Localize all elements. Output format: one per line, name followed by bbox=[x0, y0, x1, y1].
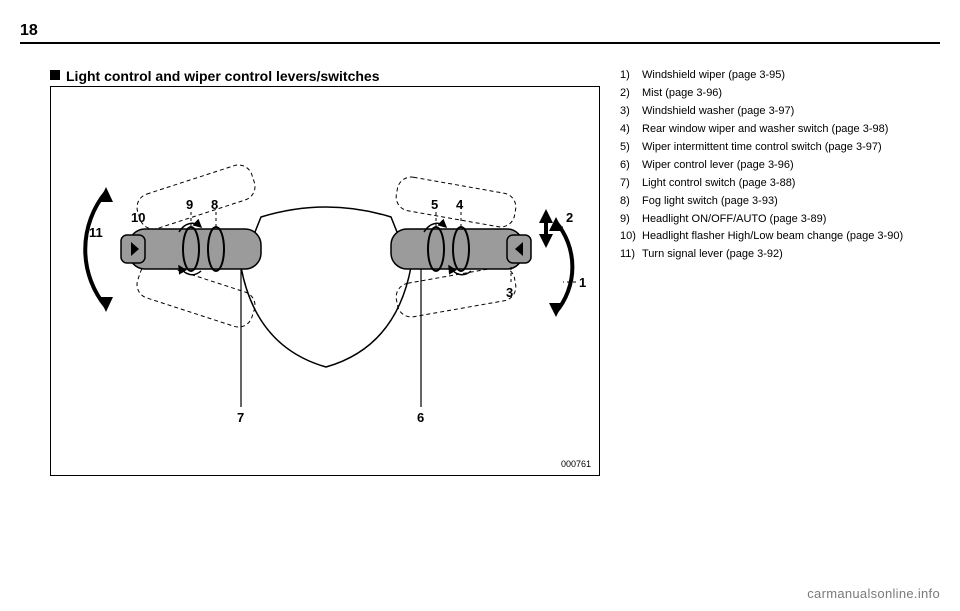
section-title: Light control and wiper control levers/s… bbox=[66, 68, 380, 84]
legend-item: 3)Windshield washer (page 3-97) bbox=[620, 104, 930, 120]
callout-11: 11 bbox=[89, 225, 103, 240]
legend-num: 8) bbox=[620, 194, 642, 210]
legend-list: 1)Windshield wiper (page 3-95) 2)Mist (p… bbox=[620, 68, 930, 265]
controls-diagram: 11 10 9 8 7 6 5 4 3 2 1 bbox=[51, 87, 601, 477]
legend-item: 2)Mist (page 3-96) bbox=[620, 86, 930, 102]
legend-text: Headlight flasher High/Low beam change (… bbox=[642, 229, 930, 245]
callout-10: 10 bbox=[131, 210, 145, 225]
legend-text: Wiper intermittent time control switch (… bbox=[642, 140, 930, 156]
legend-num: 1) bbox=[620, 68, 642, 84]
legend-text: Windshield wiper (page 3-95) bbox=[642, 68, 930, 84]
legend-text: Rear window wiper and washer switch (pag… bbox=[642, 122, 930, 138]
arc-1 bbox=[556, 222, 572, 312]
arc-1-head-down bbox=[549, 303, 563, 317]
legend-text: Wiper control lever (page 3-96) bbox=[642, 158, 930, 174]
legend-text: Windshield washer (page 3-97) bbox=[642, 104, 930, 120]
callout-1: 1 bbox=[579, 275, 586, 290]
arc-11-head-down bbox=[99, 297, 113, 312]
legend-num: 2) bbox=[620, 86, 642, 102]
arc-11-head-up bbox=[99, 187, 113, 202]
figure-box: 11 10 9 8 7 6 5 4 3 2 1 000761 bbox=[50, 86, 600, 476]
title-bullet bbox=[50, 70, 60, 80]
legend-num: 4) bbox=[620, 122, 642, 138]
steering-outline bbox=[241, 207, 411, 367]
legend-item: 1)Windshield wiper (page 3-95) bbox=[620, 68, 930, 84]
page-number: 18 bbox=[20, 22, 38, 40]
callout-4: 4 bbox=[456, 197, 464, 212]
legend-item: 7)Light control switch (page 3-88) bbox=[620, 176, 930, 192]
callout-7: 7 bbox=[237, 410, 244, 425]
figure-id: 000761 bbox=[561, 459, 591, 469]
arrow-2-head-down bbox=[539, 234, 553, 248]
legend-item: 10)Headlight flasher High/Low beam chang… bbox=[620, 229, 930, 245]
legend-item: 6)Wiper control lever (page 3-96) bbox=[620, 158, 930, 174]
watermark: carmanualsonline.info bbox=[807, 586, 940, 601]
arc-11 bbox=[85, 192, 106, 307]
arrow-2-head-up bbox=[539, 209, 553, 223]
callout-6: 6 bbox=[417, 410, 424, 425]
callout-2: 2 bbox=[566, 210, 573, 225]
callout-9: 9 bbox=[186, 197, 193, 212]
top-rule bbox=[20, 42, 940, 44]
legend-text: Mist (page 3-96) bbox=[642, 86, 930, 102]
callout-5: 5 bbox=[431, 197, 438, 212]
legend-num: 3) bbox=[620, 104, 642, 120]
right-lever-body bbox=[391, 229, 523, 269]
legend-item: 9)Headlight ON/OFF/AUTO (page 3-89) bbox=[620, 212, 930, 228]
legend-item: 4)Rear window wiper and washer switch (p… bbox=[620, 122, 930, 138]
legend-item: 11)Turn signal lever (page 3-92) bbox=[620, 247, 930, 263]
legend-text: Light control switch (page 3-88) bbox=[642, 176, 930, 192]
callout-8: 8 bbox=[211, 197, 218, 212]
legend-text: Turn signal lever (page 3-92) bbox=[642, 247, 930, 263]
legend-num: 6) bbox=[620, 158, 642, 174]
legend-num: 7) bbox=[620, 176, 642, 192]
left-lever-body bbox=[129, 229, 261, 269]
legend-text: Headlight ON/OFF/AUTO (page 3-89) bbox=[642, 212, 930, 228]
legend-num: 9) bbox=[620, 212, 642, 228]
callout-3: 3 bbox=[506, 285, 513, 300]
legend-num: 10) bbox=[620, 229, 642, 245]
arc-1-head-up bbox=[549, 217, 563, 231]
legend-num: 5) bbox=[620, 140, 642, 156]
legend-text: Fog light switch (page 3-93) bbox=[642, 194, 930, 210]
legend-item: 8)Fog light switch (page 3-93) bbox=[620, 194, 930, 210]
legend-num: 11) bbox=[620, 247, 642, 263]
legend-item: 5)Wiper intermittent time control switch… bbox=[620, 140, 930, 156]
